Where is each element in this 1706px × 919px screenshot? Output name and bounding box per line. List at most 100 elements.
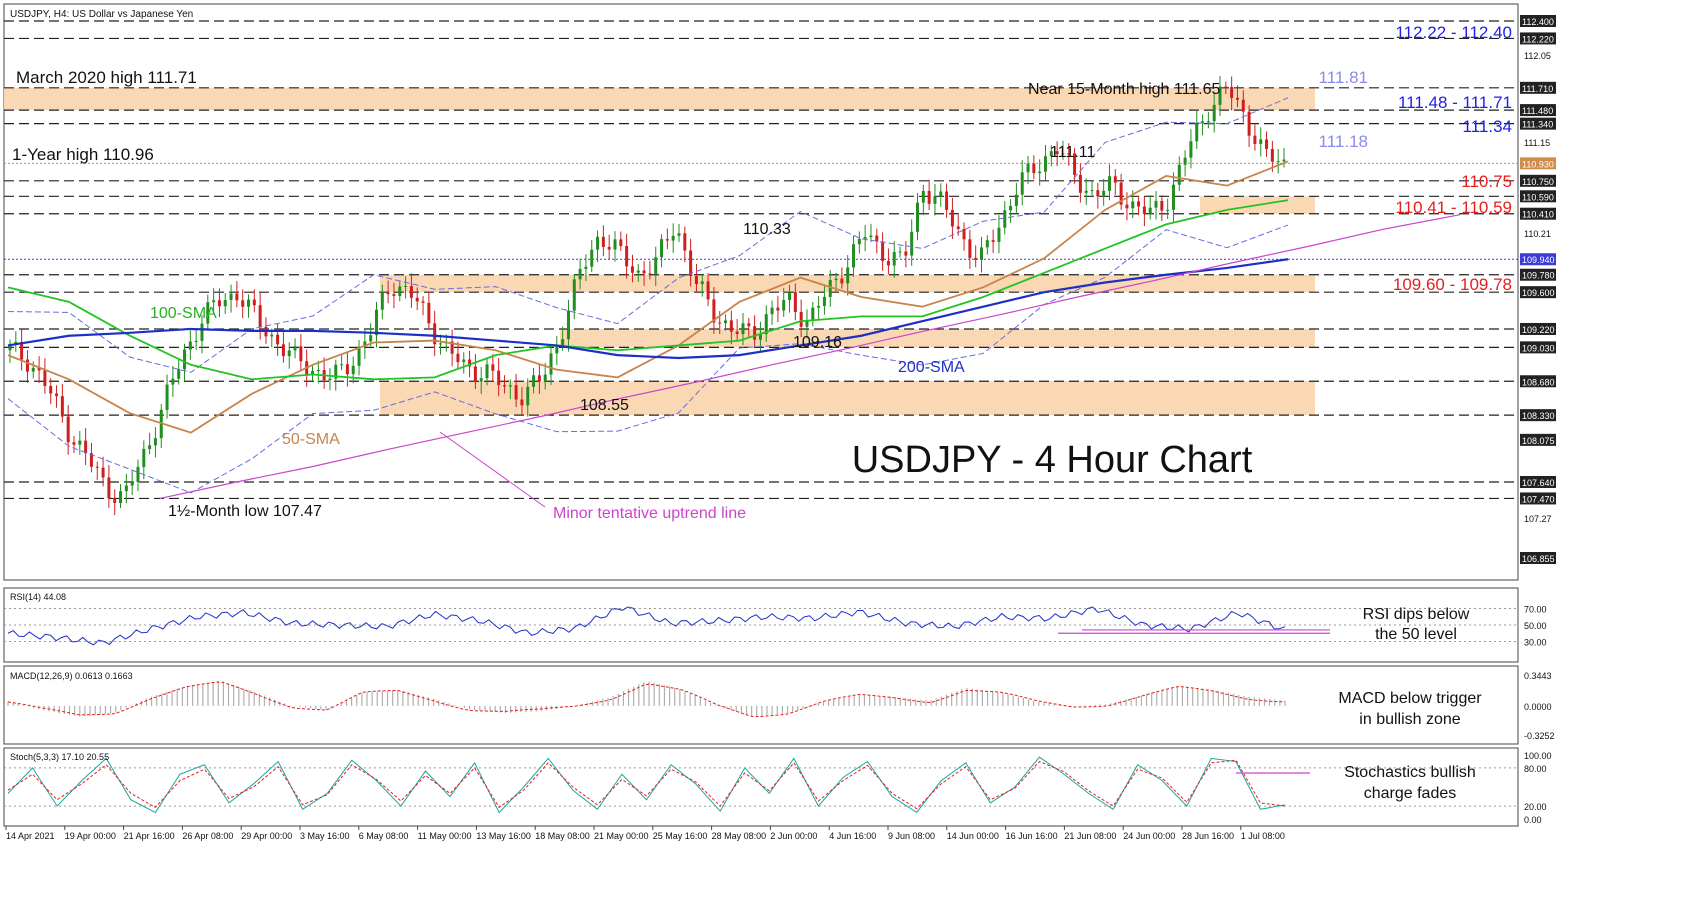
candle-body [450, 341, 454, 354]
candle-body [177, 369, 181, 379]
candle-body [1276, 161, 1280, 163]
level-marker-box [1520, 81, 1556, 94]
candle-body [491, 364, 495, 371]
level-marker-box [1520, 475, 1556, 488]
candle-body [1160, 200, 1164, 211]
candle-body [55, 393, 59, 397]
sma-line [7, 160, 1289, 434]
candle-body [101, 467, 105, 478]
candle-body [124, 485, 128, 492]
candle-body [188, 341, 192, 350]
x-tick-label: 18 May 08:00 [535, 831, 590, 841]
candle-body [793, 292, 797, 312]
macd-annotation-line-2: in bullish zone [1359, 711, 1461, 728]
x-tick-label: 19 Apr 00:00 [65, 831, 116, 841]
candle-body [183, 349, 187, 370]
annotation-6: 109.16 [793, 334, 842, 351]
level-marker-box [1520, 207, 1556, 220]
candle-body [43, 370, 47, 386]
candle-body [20, 341, 24, 360]
candle-body [654, 257, 658, 274]
candle-body [392, 294, 396, 296]
candle-body [1067, 153, 1071, 155]
candle-body [270, 334, 274, 337]
candle-body [142, 448, 146, 467]
candle-body [997, 227, 1001, 242]
candle-body [1148, 207, 1152, 214]
rsi-tick-label: 70.00 [1524, 605, 1547, 615]
macd-panel-frame [3, 665, 1519, 745]
chart-title: USDJPY - 4 Hour Chart [852, 439, 1253, 481]
stoch-k-line [7, 756, 1286, 814]
candle-body [89, 453, 93, 467]
candle-body [869, 235, 873, 238]
candle-body [1084, 190, 1088, 193]
candle-body [1131, 201, 1135, 209]
candle-body [1119, 182, 1123, 205]
candle-body [293, 346, 297, 351]
price-marker-label: 109.940 [1522, 255, 1555, 265]
candle-body [729, 320, 733, 332]
candle-body [223, 300, 227, 307]
candle-body [153, 438, 157, 446]
candle-body [968, 239, 972, 258]
x-tick-label: 28 Jun 16:00 [1182, 831, 1234, 841]
level-marker-box [1520, 117, 1556, 130]
candle-body [898, 251, 902, 253]
candle-body [1061, 153, 1065, 155]
candle-body [607, 246, 611, 250]
candle-body [369, 335, 373, 342]
candle-body [700, 281, 704, 285]
macd-tick-label: -0.3252 [1524, 731, 1555, 741]
sma-line [7, 258, 1289, 360]
candle-body [235, 293, 239, 301]
zone-label-109.60: 109.60 - 109.78 [1393, 275, 1512, 294]
candle-body [939, 191, 943, 197]
candle-body [753, 326, 757, 340]
macd-tick-label: 0.3443 [1524, 671, 1552, 681]
candle-body [625, 246, 629, 267]
candle-body [694, 276, 698, 285]
candle-body [136, 466, 140, 483]
candle-body [374, 309, 378, 336]
candle-body [712, 299, 716, 323]
candle-body [8, 344, 12, 351]
candle-body [689, 250, 693, 277]
level-marker-box [1520, 174, 1556, 187]
candle-body [840, 278, 844, 284]
candle-body [119, 491, 123, 503]
candle-body [782, 300, 786, 311]
candle-body [677, 233, 681, 236]
candle-body [927, 191, 931, 204]
candle-body [985, 240, 989, 248]
x-tick-label: 13 May 16:00 [476, 831, 531, 841]
x-tick-label: 21 May 00:00 [594, 831, 649, 841]
candle-body [1195, 122, 1199, 142]
candle-body [473, 366, 477, 382]
candle-body [363, 341, 367, 347]
x-tick-label: 11 May 00:00 [418, 831, 472, 841]
candle-body [718, 322, 722, 324]
x-tick-label: 14 Jun 00:00 [947, 831, 999, 841]
level-marker-box [1520, 322, 1556, 335]
candle-body [514, 385, 518, 400]
candle-body [630, 266, 634, 273]
candle-body [229, 293, 233, 301]
candle-body [660, 239, 664, 258]
candle-body [438, 343, 442, 345]
candle-body [613, 239, 617, 250]
candle-body [1142, 206, 1146, 214]
x-tick-label: 25 May 16:00 [653, 831, 708, 841]
level-marker-box [1520, 268, 1556, 281]
rsi-annotation-line-2: the 50 level [1375, 626, 1457, 643]
candle-body [566, 310, 570, 340]
candle-body [404, 285, 408, 287]
stoch-tick-label: 20.00 [1524, 802, 1547, 812]
x-tick-label: 28 May 08:00 [712, 831, 767, 841]
candle-body [497, 370, 501, 386]
candle-body [537, 375, 541, 382]
candle-body [287, 350, 291, 357]
level-marker-label: 112.220 [1522, 34, 1554, 44]
level-label-112.22: 112.22 - 112.40 [1395, 23, 1512, 42]
